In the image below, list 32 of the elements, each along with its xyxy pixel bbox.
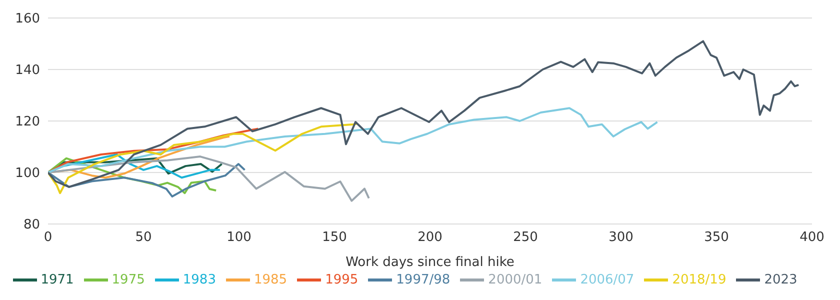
x-tick-label: 400	[800, 230, 824, 246]
line-series	[48, 128, 260, 174]
x-axis-title: Work days since final hike	[346, 255, 514, 270]
legend-label: 2018/19	[672, 272, 726, 288]
y-tick-label: 120	[15, 114, 40, 130]
line-series	[48, 163, 246, 198]
line-series	[48, 40, 800, 188]
legend-label: 2000/01	[488, 272, 542, 288]
y-tick-label: 100	[15, 166, 40, 182]
x-tick-label: 50	[135, 230, 152, 246]
legend-label: 1997/98	[396, 272, 450, 288]
line-series	[48, 157, 218, 194]
x-tick-label: 200	[418, 230, 442, 246]
x-tick-label: 100	[226, 230, 252, 246]
y-tick-label: 140	[15, 63, 40, 78]
legend-label: 2023	[764, 272, 798, 288]
x-tick-label: 350	[704, 230, 729, 246]
line-series	[48, 107, 658, 174]
legend-label: 2006/07	[580, 272, 634, 288]
legend-label: 1995	[325, 272, 358, 288]
line-series	[48, 156, 370, 202]
x-tick-label: 150	[322, 230, 347, 246]
x-tick-label: 300	[608, 230, 634, 246]
x-tick-label: 250	[513, 230, 538, 246]
legend-label: 1971	[40, 272, 74, 288]
legend-label: 1985	[254, 272, 288, 288]
line-series	[48, 122, 358, 194]
legend-label: 1975	[112, 272, 145, 288]
y-tick-label: 160	[15, 12, 40, 27]
legend-label: 1983	[182, 272, 216, 288]
y-tick-label: 80	[23, 218, 40, 233]
x-tick-label: 0	[44, 230, 52, 246]
